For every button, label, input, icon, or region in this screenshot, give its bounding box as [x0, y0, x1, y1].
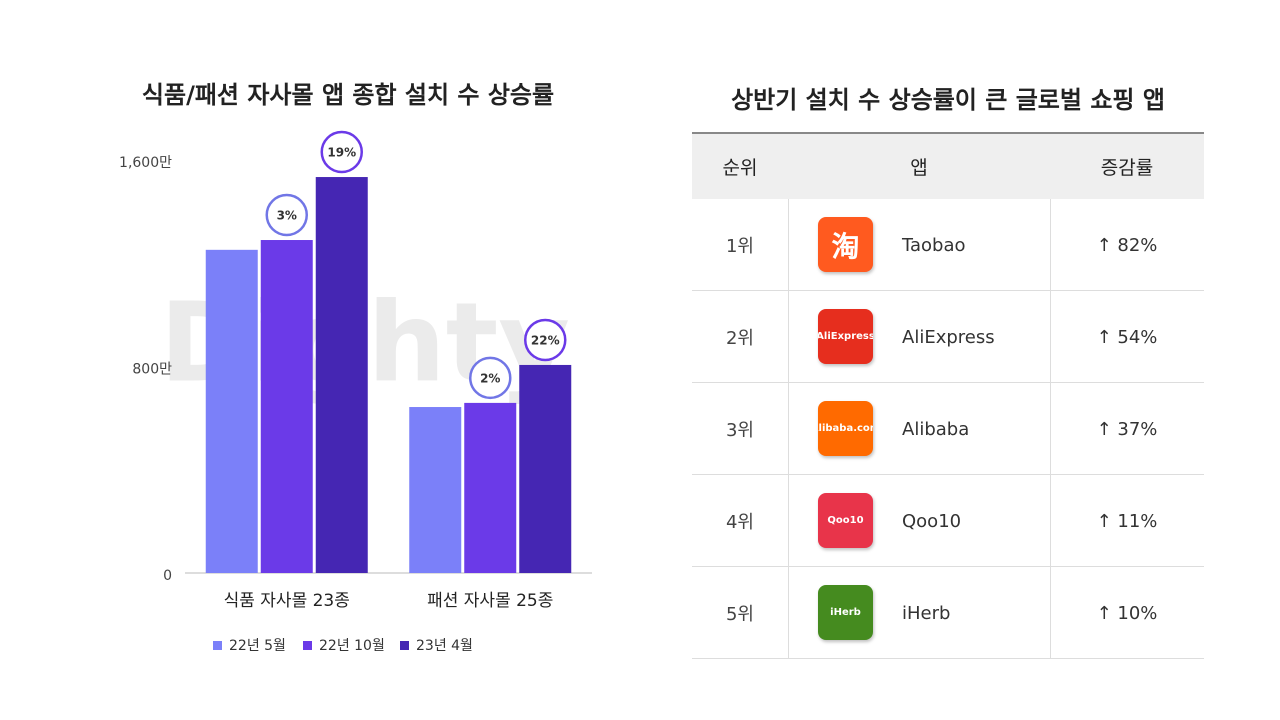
legend-label: 22년 5월 — [229, 638, 286, 654]
table-row: 3위 Alibaba.com Alibaba ↑ 37% — [692, 383, 1204, 475]
x-tick-label: 패션 자사몰 25종 — [427, 591, 553, 611]
change: ↑ 54% — [1096, 326, 1158, 348]
change: ↑ 10% — [1096, 602, 1158, 624]
app-name: Taobao — [902, 234, 966, 256]
app-name: iHerb — [902, 602, 951, 624]
legend-swatch — [213, 641, 222, 650]
app-icon: Alibaba.com — [818, 401, 873, 456]
bar — [409, 407, 462, 573]
legend-label: 22년 10월 — [319, 638, 385, 654]
growth-badge — [524, 318, 567, 362]
table-row: 4위 Qoo10 Qoo10 ↑ 11% — [692, 475, 1204, 567]
bar — [519, 364, 572, 573]
x-tick-label: 식품 자사몰 23종 — [224, 591, 350, 611]
growth-badge — [320, 130, 363, 174]
app-name: Alibaba — [902, 418, 970, 440]
growth-label: 2% — [480, 371, 500, 385]
change: ↑ 11% — [1096, 510, 1158, 532]
divider — [788, 199, 789, 659]
app-icon: AliExpress — [818, 309, 873, 364]
table: 상반기 설치 수 상승률이 큰 글로벌 쇼핑 앱 순위 앱 증감률 1위 淘 Taoba… — [692, 0, 1204, 720]
bar — [260, 240, 313, 574]
growth-label: 22% — [531, 333, 560, 347]
table-header: 순위 앱 증감률 — [692, 132, 1204, 199]
y-tick-label: 800만 — [132, 362, 172, 378]
legend-swatch — [303, 641, 312, 650]
rank: 4위 — [725, 512, 754, 533]
header-cell: 증감률 — [1100, 157, 1154, 179]
bar — [464, 402, 517, 573]
chart-title: 식품/패션 자사몰 앱 종합 설치 수 상승률 — [142, 81, 554, 109]
growth-badge — [265, 193, 308, 237]
change: ↑ 37% — [1096, 418, 1158, 440]
app-name: AliExpress — [902, 326, 995, 348]
app-icon: 淘 — [818, 217, 873, 272]
rank: 1위 — [725, 236, 754, 257]
change: ↑ 82% — [1096, 234, 1158, 256]
bar — [315, 177, 368, 573]
divider — [1050, 199, 1051, 659]
legend-label: 23년 4월 — [416, 638, 473, 654]
table-row: 5위 iHerb iHerb ↑ 10% — [692, 567, 1204, 659]
table-row: 2위 AliExpress AliExpress ↑ 54% — [692, 291, 1204, 383]
app-name: Qoo10 — [902, 510, 962, 532]
chart: Dighty 식품/패션 자사몰 앱 종합 설치 수 상승률 0800만1,60… — [119, 81, 592, 654]
app-icon: Qoo10 — [818, 493, 873, 548]
app-icon: iHerb — [818, 585, 873, 640]
header-cell: 앱 — [910, 157, 928, 179]
bar — [205, 249, 258, 573]
rank: 2위 — [725, 328, 754, 349]
table-title: 상반기 설치 수 상승률이 큰 글로벌 쇼핑 앱 — [731, 86, 1165, 114]
rank: 5위 — [725, 604, 754, 625]
growth-label: 19% — [327, 146, 356, 160]
header-cell: 순위 — [722, 157, 758, 179]
growth-label: 3% — [277, 209, 297, 223]
legend-swatch — [400, 641, 409, 650]
y-tick-label: 0 — [163, 568, 172, 584]
rank: 3위 — [725, 420, 754, 441]
y-tick-label: 1,600만 — [119, 155, 172, 171]
growth-badge — [469, 356, 512, 400]
table-row: 1위 淘 Taobao ↑ 82% — [692, 199, 1204, 291]
